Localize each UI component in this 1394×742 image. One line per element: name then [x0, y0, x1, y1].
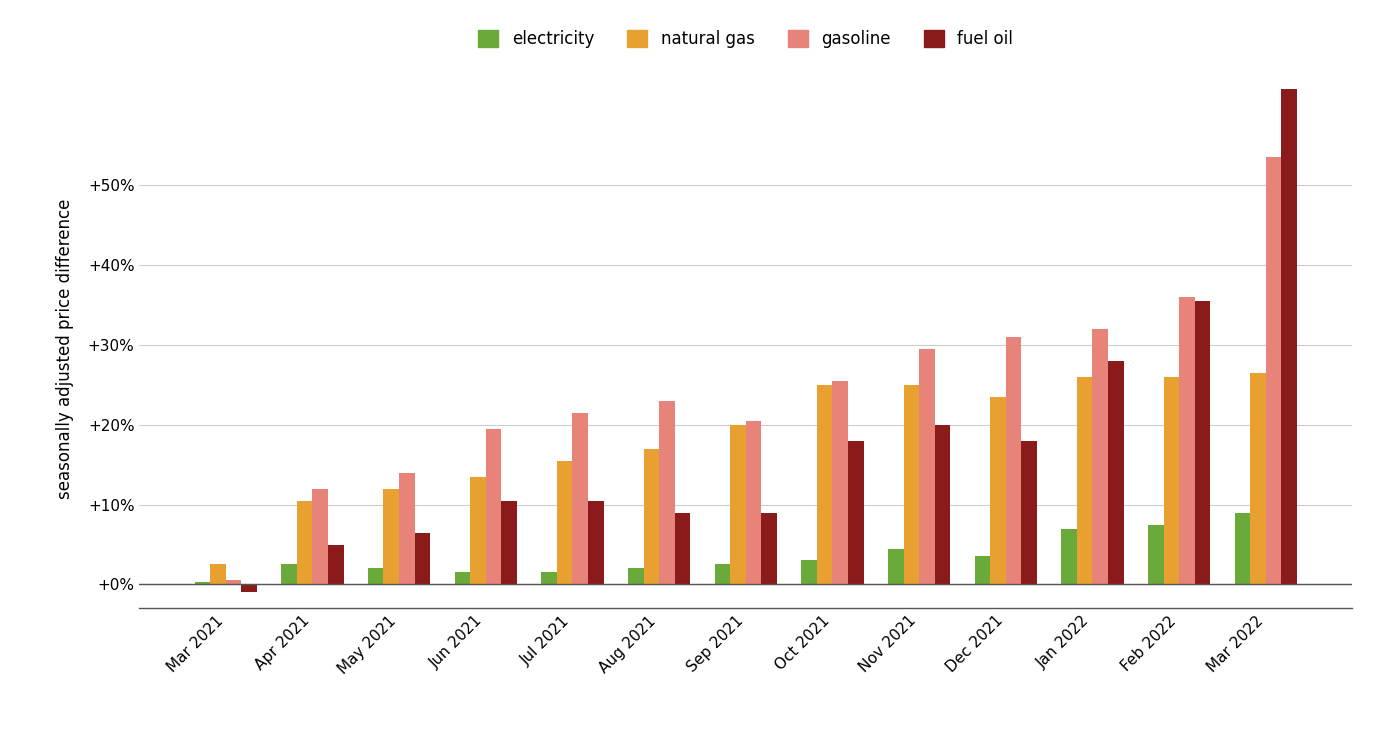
- Bar: [990, 397, 1006, 585]
- Bar: [195, 582, 210, 585]
- Bar: [848, 441, 864, 585]
- Bar: [414, 533, 431, 585]
- Bar: [502, 501, 517, 585]
- Bar: [1061, 528, 1078, 585]
- Bar: [832, 381, 848, 585]
- Bar: [1093, 329, 1108, 585]
- Bar: [470, 476, 485, 585]
- Bar: [399, 473, 414, 585]
- Bar: [715, 565, 730, 585]
- Bar: [226, 580, 241, 585]
- Bar: [675, 513, 690, 585]
- Bar: [761, 513, 776, 585]
- Bar: [210, 565, 226, 585]
- Bar: [974, 556, 990, 585]
- Bar: [817, 384, 832, 585]
- Bar: [573, 413, 588, 585]
- Bar: [368, 568, 383, 585]
- Bar: [1006, 337, 1022, 585]
- Bar: [627, 568, 644, 585]
- Bar: [1022, 441, 1037, 585]
- Bar: [297, 501, 312, 585]
- Bar: [1149, 525, 1164, 585]
- Bar: [730, 424, 746, 585]
- Legend: electricity, natural gas, gasoline, fuel oil: electricity, natural gas, gasoline, fuel…: [478, 30, 1013, 48]
- Bar: [644, 449, 659, 585]
- Bar: [312, 488, 328, 585]
- Bar: [1078, 377, 1093, 585]
- Bar: [802, 560, 817, 585]
- Bar: [282, 565, 297, 585]
- Y-axis label: seasonally adjusted price difference: seasonally adjusted price difference: [56, 199, 74, 499]
- Bar: [241, 585, 256, 592]
- Bar: [1250, 372, 1266, 585]
- Bar: [1108, 361, 1124, 585]
- Bar: [588, 501, 604, 585]
- Bar: [454, 573, 470, 585]
- Bar: [1195, 301, 1210, 585]
- Bar: [1235, 513, 1250, 585]
- Bar: [556, 461, 573, 585]
- Bar: [1266, 157, 1281, 585]
- Bar: [659, 401, 675, 585]
- Bar: [485, 429, 502, 585]
- Bar: [888, 548, 903, 585]
- Bar: [903, 384, 919, 585]
- Bar: [383, 488, 399, 585]
- Bar: [541, 573, 556, 585]
- Bar: [919, 349, 935, 585]
- Bar: [935, 424, 951, 585]
- Bar: [1179, 297, 1195, 585]
- Bar: [328, 545, 343, 585]
- Bar: [1281, 89, 1296, 585]
- Bar: [1164, 377, 1179, 585]
- Bar: [746, 421, 761, 585]
